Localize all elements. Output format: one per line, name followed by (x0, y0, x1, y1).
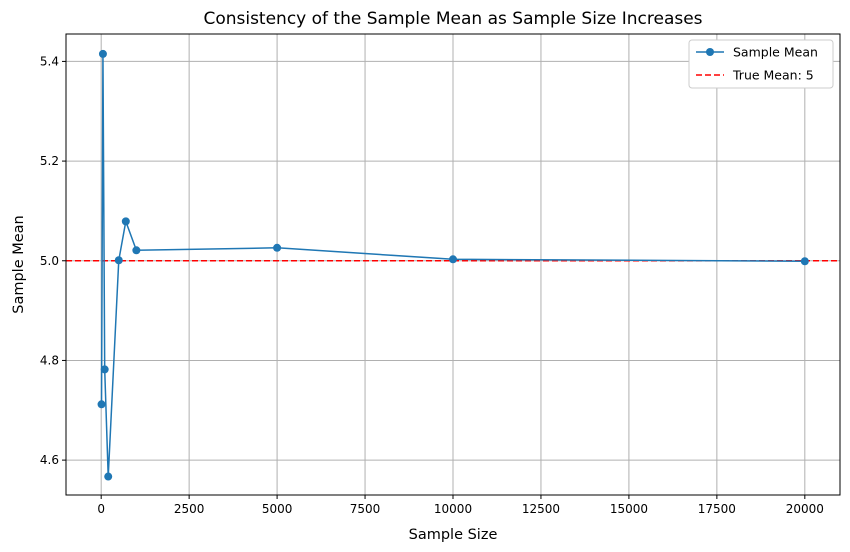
x-tick-label: 2500 (174, 502, 205, 516)
x-tick-label: 12500 (522, 502, 560, 516)
legend: Sample Mean True Mean: 5 (688, 39, 834, 89)
x-tick-label: 5000 (262, 502, 293, 516)
data-point (100, 365, 109, 374)
y-tick-label: 4.8 (40, 353, 59, 367)
data-point (104, 472, 113, 481)
data-point (800, 257, 809, 266)
chart-title: Consistency of the Sample Mean as Sample… (203, 9, 702, 29)
x-tick-label: 0 (97, 502, 105, 516)
y-tick-label: 5.2 (40, 154, 59, 168)
data-point (97, 400, 106, 409)
plot-area (66, 49, 840, 481)
x-tick-label: 17500 (698, 502, 736, 516)
data-point (132, 246, 141, 255)
y-tick-label: 4.6 (40, 453, 59, 467)
data-point (449, 255, 457, 264)
data-point (121, 217, 130, 226)
x-tick-label: 7500 (350, 502, 381, 516)
sample-mean-line (100, 53, 805, 477)
data-point (98, 49, 107, 58)
y-axis: 4.6 4.8 5.0 5.2 5.4 (40, 54, 66, 467)
y-tick-label: 5.0 (40, 254, 59, 268)
grid (66, 34, 840, 495)
legend-sample-mean-label: Sample Mean (733, 45, 818, 60)
legend-true-mean-label: True Mean: 5 (732, 68, 814, 83)
x-tick-label: 10000 (434, 502, 472, 516)
data-point (273, 243, 282, 252)
legend-sample-mean-marker (706, 48, 714, 56)
x-tick-label: 15000 (610, 502, 648, 516)
data-point (114, 256, 123, 265)
y-axis-label: Sample Mean (11, 215, 27, 313)
x-tick-label: 20000 (786, 502, 824, 516)
legend-box (688, 39, 834, 89)
x-axis-label: Sample Size (409, 527, 498, 543)
y-tick-label: 5.4 (40, 54, 59, 68)
x-axis: 0 2500 5000 7500 10000 12500 15000 17500 20000 (97, 495, 824, 516)
